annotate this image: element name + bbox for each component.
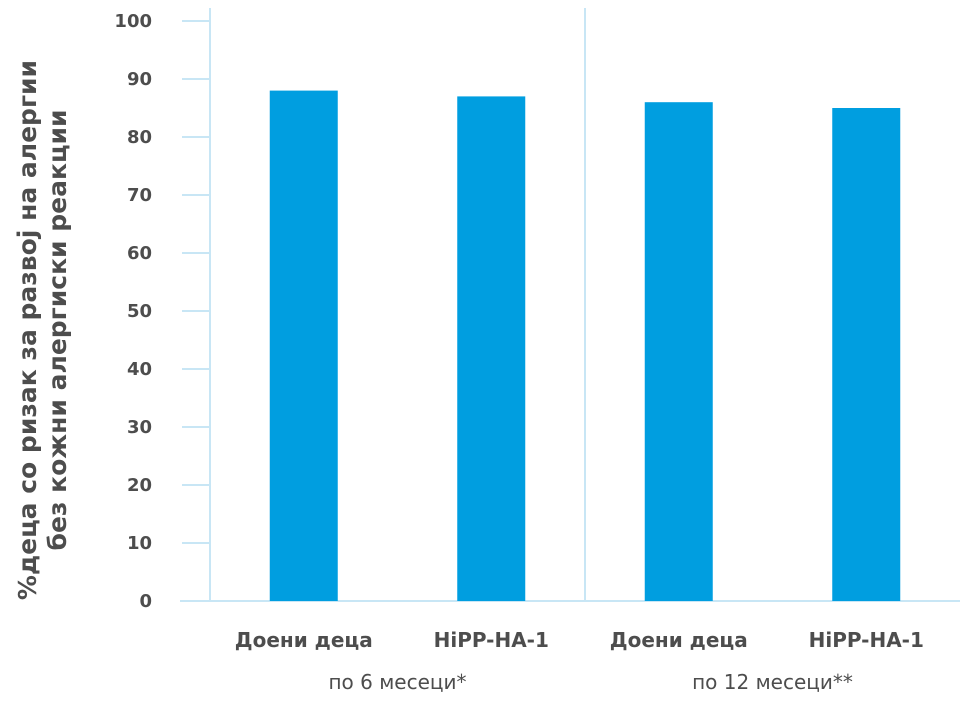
bars	[269, 90, 901, 602]
y-tick-label: 20	[127, 475, 152, 496]
y-tick-label: 50	[127, 301, 152, 322]
y-tick-label: 30	[127, 417, 152, 438]
y-tick-label: 60	[127, 243, 152, 264]
group-label: по 6 месеци*	[328, 670, 466, 694]
y-tick-label: 10	[127, 533, 152, 554]
category-labels: Доени деца HiPP-HA-1 Доени деца HiPP-HA-1	[235, 628, 924, 652]
y-tick-label: 40	[127, 359, 152, 380]
bar	[644, 102, 713, 601]
y-tick-label: 100	[114, 11, 152, 32]
y-axis-ticks: 0 10 20 30 40 50 60 70 80 90 100	[114, 11, 210, 612]
category-label: HiPP-HA-1	[809, 628, 924, 652]
y-axis-label-line-2: без кожни алергиски реакции	[43, 109, 72, 550]
y-tick-label: 80	[127, 127, 152, 148]
bar	[457, 96, 526, 602]
category-label: HiPP-HA-1	[434, 628, 549, 652]
bar	[269, 90, 338, 601]
y-tick-label: 70	[127, 185, 152, 206]
group-label: по 12 месеци**	[692, 670, 853, 694]
y-axis-label-line-1: %деца со ризак за развој на алергии	[13, 60, 42, 600]
bar	[832, 108, 901, 601]
y-tick-label: 0	[139, 591, 152, 612]
category-label: Доени деца	[235, 628, 373, 652]
y-tick-label: 90	[127, 69, 152, 90]
category-label: Доени деца	[610, 628, 748, 652]
y-axis-title: %деца со ризак за развој на алергии без …	[13, 60, 72, 600]
group-labels: по 6 месеци* по 12 месеци**	[328, 670, 852, 694]
